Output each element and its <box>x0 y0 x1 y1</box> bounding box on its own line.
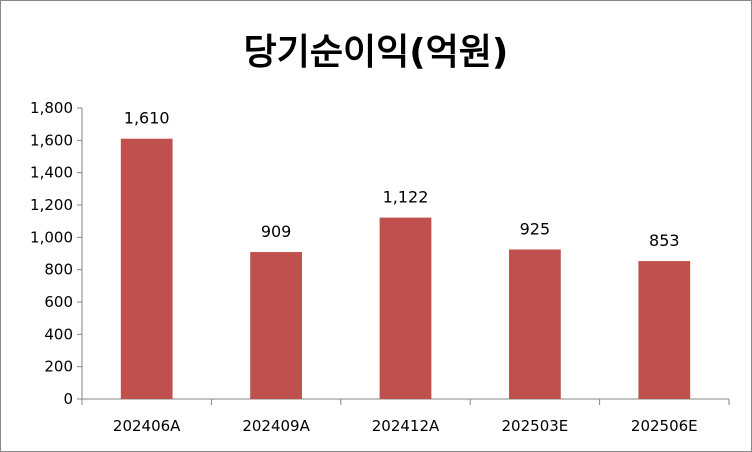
bar <box>509 249 561 399</box>
data-label: 909 <box>261 222 292 241</box>
y-tick-label: 1,200 <box>30 196 73 214</box>
data-label: 1,610 <box>124 109 170 128</box>
y-tick-label: 1,800 <box>30 99 73 117</box>
y-tick-label: 0 <box>63 390 73 408</box>
x-tick-label: 202409A <box>242 417 310 435</box>
y-tick-label: 400 <box>44 325 73 343</box>
chart-title: 당기순이익(억원) <box>243 32 509 73</box>
data-label: 853 <box>649 231 680 250</box>
bar <box>120 138 173 399</box>
y-tick-label: 1,600 <box>30 131 73 149</box>
y-tick-label: 600 <box>44 293 73 311</box>
x-tick-label: 202506E <box>631 417 698 435</box>
x-tick-label: 202503E <box>502 417 569 435</box>
y-tick-label: 1,400 <box>30 164 73 182</box>
bar <box>250 252 302 399</box>
bar <box>379 217 432 399</box>
y-tick-label: 200 <box>44 358 73 376</box>
y-tick-label: 800 <box>44 261 73 279</box>
data-label: 1,122 <box>383 188 429 207</box>
data-label: 925 <box>520 219 551 238</box>
bar <box>638 261 691 399</box>
x-tick-label: 202412A <box>372 417 440 435</box>
y-tick-label: 1,000 <box>30 228 73 246</box>
x-tick-label: 202406A <box>113 417 181 435</box>
